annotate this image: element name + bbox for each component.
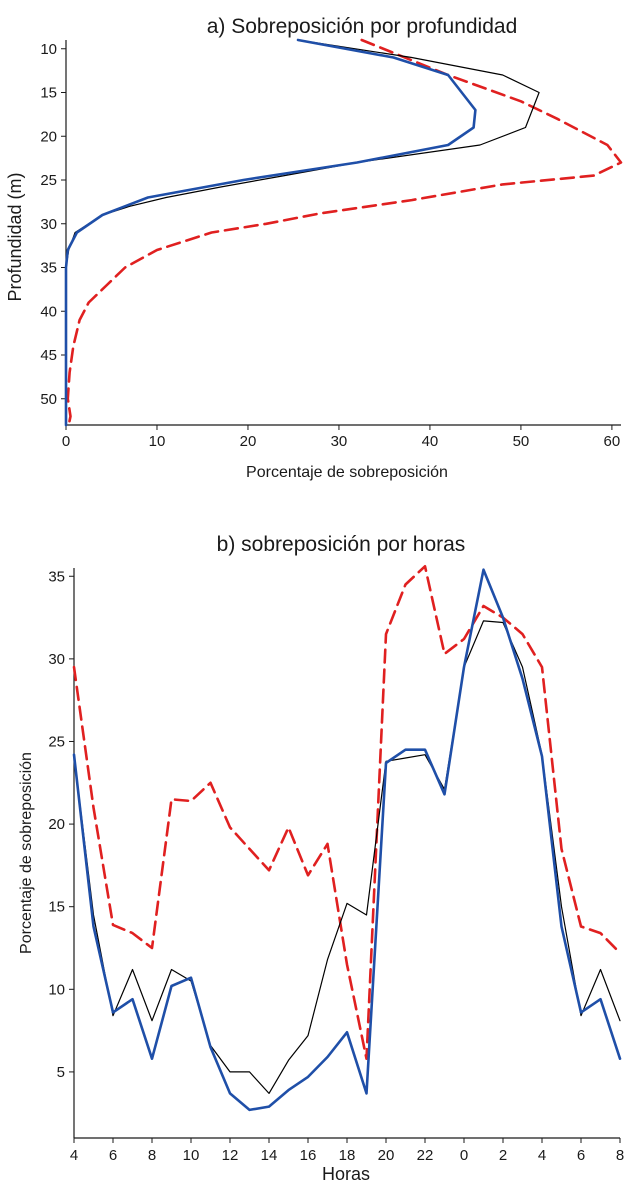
chart-b-series-line-dashed [72,565,622,1060]
chart-b-x-tick-label: 12 [222,1147,239,1164]
chart-b-x-tick-label: 4 [70,1147,78,1164]
chart-a-x-tick-label: 0 [62,433,70,450]
chart-b-y-tick-label: 10 [48,981,65,998]
chart-a-x-tick-label: 40 [422,433,439,450]
chart-a-x-tick-label: 30 [331,433,348,450]
chart-a-y-tick-label: 20 [40,128,57,145]
chart-a-series-line-solid-thin [65,39,540,426]
chart-a-x-label: Porcentaje de sobreposición [246,464,448,481]
hours-chart: b) sobreposición por horas 4 6 8 10 12 14 16 18… [18,533,624,1184]
chart-b-x-tick-label: 14 [261,1147,278,1164]
chart-b-x-tick-label: 6 [577,1147,585,1164]
chart-a-x-tick-label: 10 [149,433,166,450]
chart-a-series-line-dashed [66,38,623,427]
chart-b-x-tick-label: 22 [417,1147,434,1164]
chart-a-y-label: Profundidad (m) [5,172,25,301]
chart-b-x-tick-label: 16 [300,1147,317,1164]
chart-b-title: b) sobreposición por horas [217,533,466,556]
chart-b-series-line-solid-thick [72,568,622,1112]
chart-b-y-tick-label: 25 [48,733,65,750]
depth-chart: a) Sobreposición por profundidad 0 10 20 30… [5,15,623,481]
chart-b-y-label: Porcentaje de sobreposición [18,752,35,954]
chart-a-y-tick-label: 30 [40,216,57,233]
chart-a-series [64,38,623,427]
chart-b-x-tick-label: 20 [378,1147,395,1164]
chart-b-series [72,565,622,1112]
chart-b-y-ticks: 5 10 15 20 25 30 35 [48,568,74,1081]
chart-b-x-tick-label: 18 [339,1147,356,1164]
chart-a-title: a) Sobreposición por profundidad [207,15,518,38]
chart-a-y-tick-label: 10 [40,41,57,58]
chart-a-x-tick-label: 50 [513,433,530,450]
chart-b-x-tick-label: 4 [538,1147,546,1164]
chart-a-x-tick-label: 60 [604,433,621,450]
chart-b-y-tick-label: 20 [48,816,65,833]
chart-a-y-tick-label: 35 [40,260,57,277]
chart-a-y-tick-label: 40 [40,303,57,320]
chart-b-x-ticks: 4 6 8 10 12 14 16 18 20 22 0 2 4 6 8 [70,1138,624,1164]
chart-a-y-tick-label: 45 [40,347,57,364]
chart-a-y-tick-label: 50 [40,391,57,408]
chart-b-x-tick-label: 8 [148,1147,156,1164]
chart-b-x-tick-label: 2 [499,1147,507,1164]
chart-b-x-tick-label: 0 [460,1147,468,1164]
chart-b-y-tick-label: 30 [48,651,65,668]
chart-b-y-tick-label: 5 [57,1064,65,1081]
chart-a-y-ticks: 10 15 20 25 30 35 40 45 50 [40,41,66,408]
chart-a-y-tick-label: 25 [40,172,57,189]
chart-b-x-tick-label: 10 [183,1147,200,1164]
chart-a-series-line-solid-thick [64,38,477,427]
chart-a-y-tick-label: 15 [40,85,57,102]
chart-b-x-tick-label: 8 [616,1147,624,1164]
chart-b-x-tick-label: 6 [109,1147,117,1164]
chart-a-x-tick-label: 20 [240,433,257,450]
chart-b-y-tick-label: 15 [48,899,65,916]
chart-b-x-label: Horas [322,1164,370,1184]
chart-b-y-tick-label: 35 [48,568,65,585]
chart-a-x-ticks: 0 10 20 30 40 50 60 [62,425,620,450]
chart-b-series-line-solid-thin [73,620,621,1094]
